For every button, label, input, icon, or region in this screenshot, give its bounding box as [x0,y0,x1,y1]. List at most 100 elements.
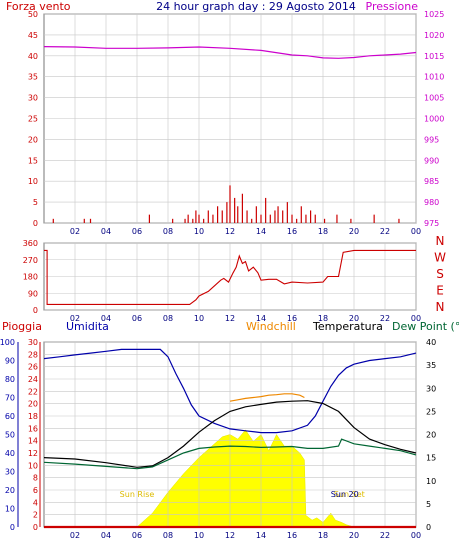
rain-y-tick-2: 2 [33,511,38,520]
pressure-y-tick-1010: 1010 [424,73,444,82]
rain-y-tick-6: 6 [33,486,38,495]
wind-title: Forza vento [6,0,71,13]
compass-label-0: N [436,234,445,248]
pressure-title: Pressione [366,0,419,13]
rain-y-tick-4: 4 [33,498,38,507]
rain-y-tick-12: 12 [28,449,38,458]
compass-label-4: N [436,300,445,314]
rain-y-tick-14: 14 [28,437,38,446]
direction-y-tick-0: 0 [33,306,38,315]
wind-direction-x-tick-10: 10 [194,314,204,323]
wind-pressure-x-tick-22: 22 [380,227,390,236]
humidity-line [43,348,417,434]
direction-y-tick-270: 270 [23,256,38,265]
weather-x-tick-00: 00 [411,531,421,540]
compass-label-3: E [436,284,444,298]
temperature-title: Temperatura [312,320,383,333]
pressure-y-tick-995: 995 [424,135,439,144]
wind-direction-line [44,249,416,305]
direction-y-tick-90: 90 [28,289,38,298]
humidity-y-tick-40: 40 [5,449,15,458]
wind-y-tick-15: 15 [28,156,38,165]
weather-x-tick-22: 22 [380,531,390,540]
humidity-y-tick-90: 90 [5,357,15,366]
pressure-y-tick-1005: 1005 [424,94,444,103]
weather-x-tick-08: 08 [163,531,173,540]
wind-direction-x-tick-04: 04 [101,314,111,323]
rain-y-tick-0: 0 [33,523,38,532]
dewpoint-title: Dew Point (°C [392,320,459,333]
wind-pressure-x-tick-10: 10 [194,227,204,236]
weather-x-tick-10: 10 [194,531,204,540]
wind-pressure-x-tick-08: 08 [163,227,173,236]
wind-direction-x-tick-18: 18 [318,314,328,323]
wind-y-tick-5: 5 [33,198,38,207]
humidity-y-tick-60: 60 [5,412,15,421]
pressure-y-tick-1025: 1025 [424,10,444,19]
wind-y-tick-50: 50 [28,10,38,19]
wind-pressure-marks [43,46,417,223]
weather-x-tick-20: 20 [349,531,359,540]
wind-direction-x-tick-12: 12 [225,314,235,323]
temperature-line [43,400,417,468]
weather-tick-labels: 0102030405060708090100024681012141618202… [0,338,436,540]
wind-direction-x-tick-02: 02 [70,314,80,323]
temperature-y-tick-40: 40 [426,338,436,347]
rain-y-tick-10: 10 [28,461,38,470]
wind-pressure-x-tick-12: 12 [225,227,235,236]
pressure-y-tick-980: 980 [424,198,439,207]
windchill-title: Windchill [246,320,296,333]
humidity-y-tick-0: 0 [10,523,15,532]
weather-x-tick-12: 12 [225,531,235,540]
rain-y-tick-8: 8 [33,474,38,483]
wind-direction-x-tick-16: 16 [287,314,297,323]
wind-direction-x-tick-06: 06 [132,314,142,323]
rain-y-tick-30: 30 [28,338,38,347]
rain-y-tick-26: 26 [28,363,38,372]
wind-y-tick-0: 0 [33,219,38,228]
temperature-y-tick-20: 20 [426,431,436,440]
temperature-y-tick-15: 15 [426,454,436,463]
wind-direction-grid [44,242,417,311]
wind-pressure-x-tick-18: 18 [318,227,328,236]
humidity-y-tick-20: 20 [5,486,15,495]
wind-y-tick-10: 10 [28,177,38,186]
wind-pressure-x-tick-14: 14 [256,227,266,236]
humidity-y-tick-80: 80 [5,375,15,384]
wind-pressure-x-tick-20: 20 [349,227,359,236]
direction-y-tick-360: 360 [23,239,38,248]
humidity-y-tick-30: 30 [5,468,15,477]
weather-x-tick-18: 18 [318,531,328,540]
pressure-y-tick-975: 975 [424,219,439,228]
temperature-y-tick-30: 30 [426,384,436,393]
weather-x-tick-06: 06 [132,531,142,540]
wind-y-tick-20: 20 [28,135,38,144]
compass-label-1: W [434,251,446,265]
pressure-y-tick-1000: 1000 [424,115,444,124]
pressure-y-tick-1015: 1015 [424,52,444,61]
wind-y-tick-45: 45 [28,31,38,40]
wind-pressure-panel: 0510152025303540455097598098599099510001… [28,10,445,236]
wind-direction-x-tick-08: 08 [163,314,173,323]
weather-marks [43,348,417,529]
pressure-line [43,46,417,59]
temperature-y-tick-5: 5 [426,500,431,509]
wind-pressure-x-tick-16: 16 [287,227,297,236]
weather-x-tick-14: 14 [256,531,266,540]
wind-pressure-x-tick-00: 00 [411,227,421,236]
weather-x-tick-04: 04 [101,531,111,540]
rain-y-tick-16: 16 [28,424,38,433]
humidity-title: Umidita [66,320,109,333]
wind-direction-marks [44,249,416,305]
pressure-y-tick-990: 990 [424,156,439,165]
rain-y-tick-18: 18 [28,412,38,421]
wind-direction-x-tick-14: 14 [256,314,266,323]
sun-annotation-0: Sun Rise [120,490,155,499]
pressure-y-tick-985: 985 [424,177,439,186]
wind-pressure-x-tick-06: 06 [132,227,142,236]
wind-direction-x-tick-22: 22 [380,314,390,323]
weather-panel: 0102030405060708090100024681012141618202… [0,338,436,540]
